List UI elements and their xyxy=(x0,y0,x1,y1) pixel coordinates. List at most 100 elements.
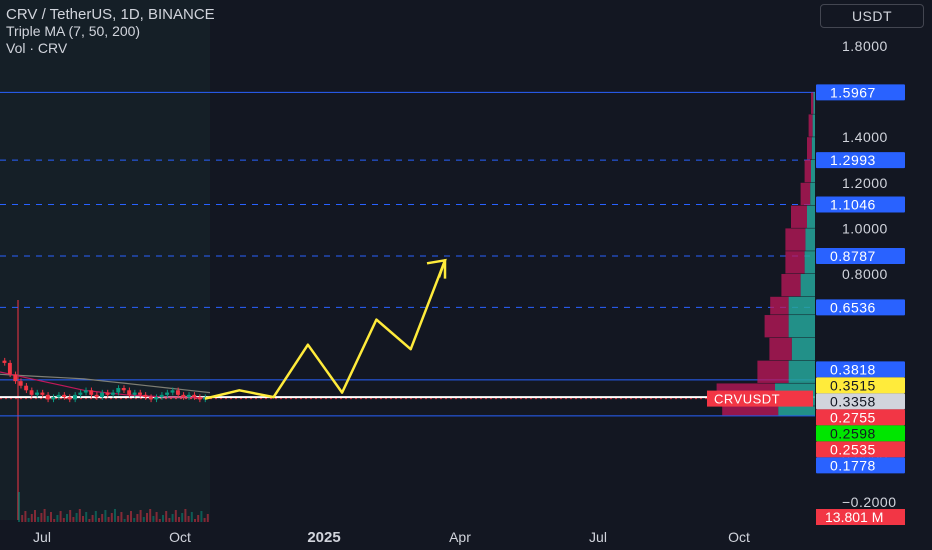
price-badge-label-9: 0.2598 xyxy=(830,425,876,441)
price-badge-label-8: 0.2755 xyxy=(830,409,876,425)
candle-body-27 xyxy=(148,397,153,400)
volume-bar-8 xyxy=(43,509,46,522)
candle-body-8 xyxy=(45,394,50,400)
profile-up-11 xyxy=(791,337,815,361)
candle-body-4 xyxy=(24,385,29,391)
projection-arrow xyxy=(204,259,447,400)
volume-bar-2 xyxy=(24,511,27,522)
currency-button[interactable]: USDT xyxy=(820,4,924,28)
price-badge-6 xyxy=(816,377,905,394)
price-badge-5 xyxy=(816,361,905,378)
price-badge-label-10: 0.2535 xyxy=(830,441,876,457)
profile-up-14 xyxy=(778,406,815,416)
volume-bar-9 xyxy=(46,516,49,522)
volume-bar-47 xyxy=(168,518,171,522)
indicator-triple-ma[interactable]: Triple MA (7, 50, 200) xyxy=(6,23,141,39)
x-tick-4: Jul xyxy=(589,529,607,545)
profile-up-1 xyxy=(812,114,815,137)
price-badge-label-4: 0.6536 xyxy=(830,299,876,315)
volume-bar-42 xyxy=(152,516,155,522)
current-symbol-badge xyxy=(707,390,813,407)
x-tick-1: Oct xyxy=(169,529,191,545)
volume-bar-27 xyxy=(104,510,107,522)
y-tick-2: 1.2000 xyxy=(842,175,888,191)
volume-bar-15 xyxy=(66,514,68,522)
profile-up-3 xyxy=(811,160,815,183)
volume-bar-0 xyxy=(18,492,20,522)
history-shade xyxy=(0,0,210,520)
volume-bar-38 xyxy=(139,510,142,522)
volume-bar-10 xyxy=(50,512,52,522)
candle-body-22 xyxy=(121,388,126,391)
candle-body-14 xyxy=(78,392,83,395)
price-badge-1 xyxy=(816,152,905,169)
price-badge-label-7: 0.3358 xyxy=(830,393,876,409)
volume-badge-label: 13.801 M xyxy=(825,509,883,525)
candle-body-11 xyxy=(62,394,67,398)
candle-body-34 xyxy=(186,394,191,398)
volume-bar-30 xyxy=(114,509,116,522)
price-badge-label-5: 0.3818 xyxy=(830,361,876,377)
candle-body-23 xyxy=(127,390,132,395)
volume-bar-43 xyxy=(155,512,158,522)
candle-body-33 xyxy=(181,394,186,398)
candle-body-10 xyxy=(56,394,61,398)
volume-bar-17 xyxy=(72,517,75,522)
volume-bar-57 xyxy=(200,511,203,522)
candle-body-35 xyxy=(192,394,197,398)
volume-bar-20 xyxy=(82,516,84,522)
profile-down-5 xyxy=(791,205,807,228)
profile-up-10 xyxy=(788,315,815,338)
volume-bar-37 xyxy=(136,514,139,522)
volume-bar-5 xyxy=(34,510,36,522)
profile-up-8 xyxy=(800,274,815,297)
volume-bar-48 xyxy=(171,514,174,522)
candle-body-0 xyxy=(2,360,7,363)
y-tick-4: 0.8000 xyxy=(842,266,888,282)
candle-body-13 xyxy=(72,394,77,400)
y-tick-3: 1.0000 xyxy=(842,220,888,236)
candle-body-5 xyxy=(29,390,34,395)
volume-bar-53 xyxy=(187,516,190,522)
volume-bar-40 xyxy=(146,513,148,522)
price-badge-0 xyxy=(816,84,905,101)
candle-body-6 xyxy=(35,392,39,395)
price-badge-3 xyxy=(816,248,905,265)
candle-body-25 xyxy=(138,392,142,395)
volume-bar-41 xyxy=(149,509,152,522)
profile-down-0 xyxy=(811,92,814,114)
volume-bar-35 xyxy=(130,511,132,522)
volume-bar-26 xyxy=(101,514,104,522)
profile-down-8 xyxy=(781,274,801,297)
volume-bar-14 xyxy=(62,518,65,522)
volume-bar-55 xyxy=(194,519,196,522)
volume-bar-46 xyxy=(165,511,168,522)
profile-down-2 xyxy=(807,137,812,160)
x-tick-2: 2025 xyxy=(307,529,340,546)
volume-bar-1 xyxy=(21,515,24,522)
candle-body-26 xyxy=(143,394,148,398)
indicator-volume[interactable]: Vol · CRV xyxy=(6,40,68,56)
profile-down-7 xyxy=(785,251,805,274)
volume-bar-50 xyxy=(178,517,180,522)
candle-body-3 xyxy=(18,381,23,386)
profile-down-10 xyxy=(764,315,789,338)
x-tick-5: Oct xyxy=(728,529,750,545)
profile-up-6 xyxy=(805,228,815,251)
volume-bar-6 xyxy=(37,517,40,522)
profile-up-12 xyxy=(788,360,815,383)
volume-bar-58 xyxy=(203,518,206,522)
volume-bar-52 xyxy=(184,509,187,522)
candle-body-9 xyxy=(51,397,56,400)
volume-bar-51 xyxy=(181,513,184,522)
price-badge-label-1: 1.2993 xyxy=(830,152,876,168)
volume-bar-34 xyxy=(126,515,129,522)
symbol-title[interactable]: CRV / TetherUS, 1D, BINANCE xyxy=(6,6,215,23)
volume-bar-12 xyxy=(56,515,59,522)
candle-body-24 xyxy=(132,392,137,395)
volume-bar-7 xyxy=(40,513,43,522)
volume-bar-3 xyxy=(27,518,30,522)
volume-bar-36 xyxy=(133,518,136,522)
current-symbol-label: CRVUSDT xyxy=(714,392,780,407)
